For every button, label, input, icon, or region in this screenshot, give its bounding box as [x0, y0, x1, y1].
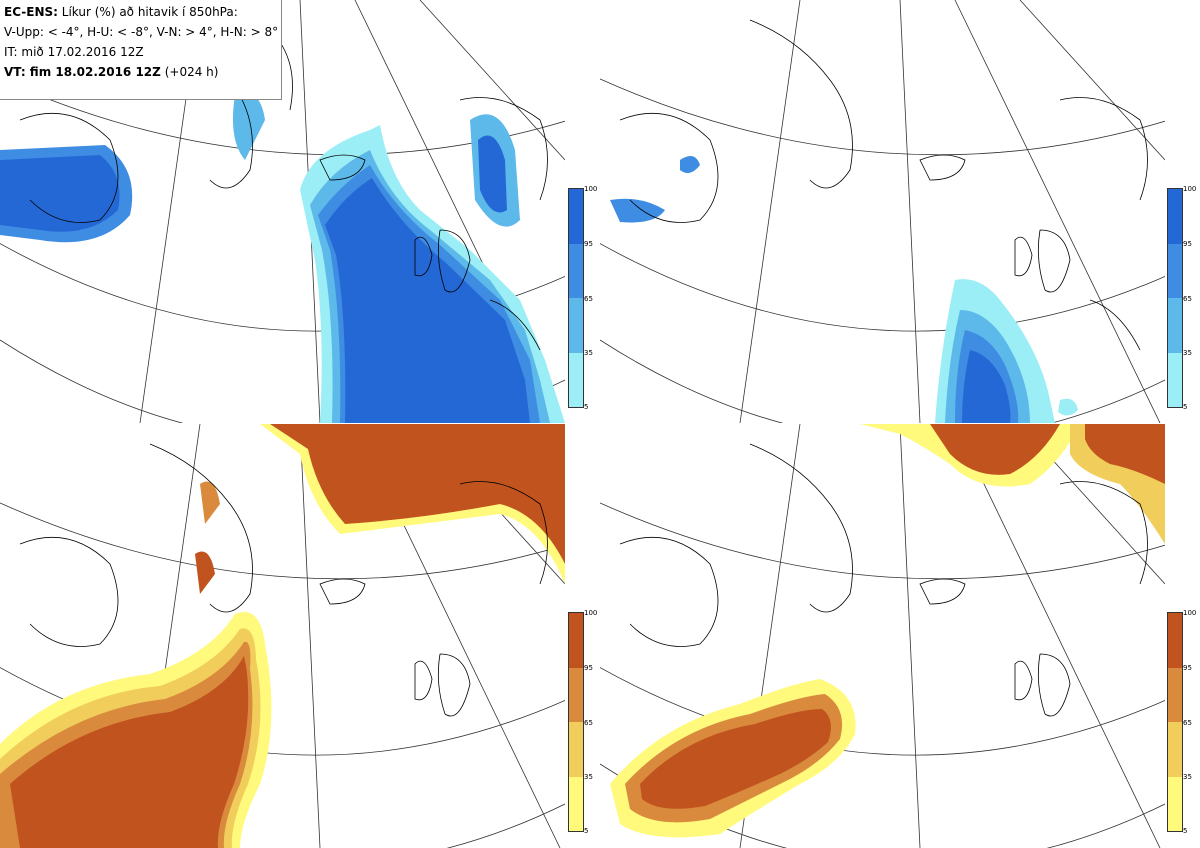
- map-cold-moderate: [0, 0, 565, 423]
- map-cold-strong: [600, 0, 1165, 423]
- panel-cold-moderate: EC-ENS: Líkur (%) að hitavik í 850hPa: V…: [0, 0, 565, 423]
- category-thresholds: V-Upp: < -4°, H-U: < -8°, V-N: > 4°, H-N…: [4, 25, 279, 39]
- lead-time: (+024 h): [164, 65, 219, 79]
- model-name: EC-ENS:: [4, 5, 58, 19]
- map-warm-strong: [600, 424, 1165, 848]
- panel-cold-strong: [600, 0, 1165, 423]
- map-info-box: EC-ENS: Líkur (%) að hitavik í 850hPa: V…: [0, 0, 282, 100]
- init-time: IT: mið 17.02.2016 12Z: [4, 45, 144, 59]
- valid-time: VT: fim 18.02.2016 12Z: [4, 65, 161, 79]
- map-title: Líkur (%) að hitavik í 850hPa:: [61, 5, 238, 19]
- panel-warm-strong: [600, 424, 1165, 848]
- map-warm-moderate: [0, 424, 565, 848]
- panel-warm-moderate: [0, 424, 565, 848]
